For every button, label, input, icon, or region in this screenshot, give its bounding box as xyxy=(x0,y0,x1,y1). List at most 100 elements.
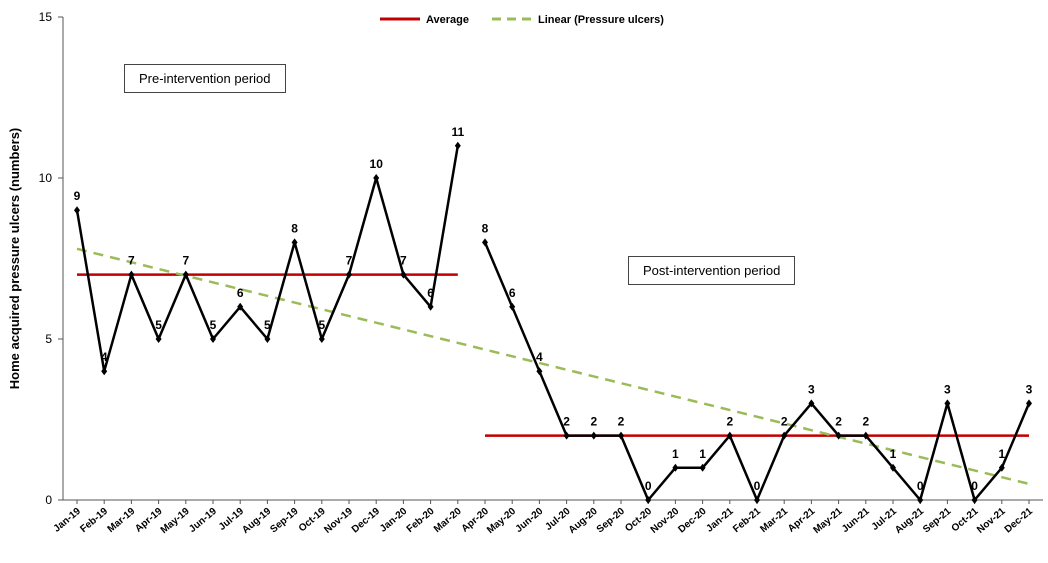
data-label: 8 xyxy=(482,221,489,235)
data-label: 1 xyxy=(672,447,679,461)
data-point xyxy=(944,399,951,408)
data-label: 6 xyxy=(427,286,434,300)
x-tick-label: May-20 xyxy=(485,506,518,537)
data-label: 9 xyxy=(74,189,81,203)
data-point xyxy=(264,335,271,343)
trendline-line xyxy=(76,247,1030,486)
x-tick-label: Jun-21 xyxy=(840,506,872,535)
data-label: 3 xyxy=(808,382,815,396)
data-label: 5 xyxy=(155,318,162,332)
data-point xyxy=(862,431,869,440)
data-point xyxy=(890,463,896,472)
x-tick-label: Mar-19 xyxy=(106,506,138,535)
data-point xyxy=(482,238,488,247)
x-tick-label: Dec-20 xyxy=(676,506,709,536)
x-tick-label: Nov-19 xyxy=(322,506,355,536)
data-label: 7 xyxy=(128,254,135,268)
x-tick-label: Jan-19 xyxy=(52,506,84,535)
legend: Average Linear (Pressure ulcers) xyxy=(380,14,664,26)
data-label: 0 xyxy=(971,479,978,493)
data-point xyxy=(618,431,624,440)
data-label: 0 xyxy=(754,479,761,493)
x-tick-label: Feb-21 xyxy=(731,506,763,535)
x-tick-label: Jan-20 xyxy=(378,506,410,535)
x-tick-label: Sep-20 xyxy=(595,506,628,536)
data-point xyxy=(645,496,652,504)
data-label: 5 xyxy=(264,318,271,332)
data-label: 1 xyxy=(998,447,1005,461)
data-label: 0 xyxy=(917,479,924,493)
data-point xyxy=(291,238,298,247)
data-point xyxy=(998,463,1005,472)
y-tick-label: 5 xyxy=(45,332,52,346)
data-point xyxy=(74,206,80,215)
data-point xyxy=(318,335,325,343)
y-tick-label: 15 xyxy=(39,10,53,24)
x-tick-label: May-19 xyxy=(159,506,192,537)
data-label: 3 xyxy=(1026,382,1033,396)
x-tick-label: Feb-19 xyxy=(78,506,110,535)
x-tick-labels: Jan-19Feb-19Mar-19Apr-19May-19Jun-19Jul-… xyxy=(52,506,1036,537)
data-point xyxy=(373,174,380,182)
data-point xyxy=(509,302,516,311)
data-point xyxy=(590,431,597,440)
data-label: 1 xyxy=(890,447,897,461)
data-label: 11 xyxy=(451,125,464,139)
data-point xyxy=(101,367,108,376)
x-tick-label: Nov-20 xyxy=(649,506,682,536)
x-tick-label: Aug-20 xyxy=(567,506,600,536)
x-tick-label: May-21 xyxy=(811,506,844,537)
y-tick-labels: 0 5 10 15 xyxy=(39,10,53,507)
data-label: 6 xyxy=(237,286,244,300)
data-point xyxy=(128,270,135,279)
data-label: 2 xyxy=(835,415,842,429)
data-point xyxy=(182,270,189,279)
data-point xyxy=(155,335,162,343)
data-point xyxy=(781,431,788,440)
data-point xyxy=(754,496,760,504)
trendline xyxy=(76,247,1030,486)
data-label: 1 xyxy=(699,447,706,461)
y-tick-label: 10 xyxy=(39,171,53,185)
legend-label-trendline: Linear (Pressure ulcers) xyxy=(538,14,664,26)
data-label: 3 xyxy=(944,382,951,396)
data-label: 6 xyxy=(509,286,516,300)
x-tick-label: Jun-20 xyxy=(514,506,546,535)
data-point xyxy=(454,141,461,150)
data-label: 2 xyxy=(590,415,597,429)
y-tick-label: 0 xyxy=(45,493,52,507)
x-tick-label: Jan-21 xyxy=(704,506,736,535)
data-point xyxy=(400,270,407,279)
data-label: 4 xyxy=(536,350,543,364)
y-axis-label: Home acquired pressure ulcers (numbers) xyxy=(7,128,22,390)
x-tick-label: Sep-19 xyxy=(268,506,301,536)
x-tick-label: Jun-19 xyxy=(187,506,219,535)
data-label: 5 xyxy=(318,318,325,332)
data-label: 2 xyxy=(781,415,788,429)
data-point xyxy=(210,335,216,343)
data-point xyxy=(427,302,434,311)
pre-intervention-annotation: Pre-intervention period xyxy=(124,64,286,93)
average-lines xyxy=(77,273,1029,437)
data-label: 2 xyxy=(862,415,869,429)
data-label: 7 xyxy=(346,254,353,268)
x-tick-label: Sep-21 xyxy=(921,506,954,536)
legend-label-average: Average xyxy=(426,14,469,26)
x-tick-label: Aug-21 xyxy=(893,506,926,536)
data-point xyxy=(346,270,352,279)
data-point xyxy=(536,367,543,376)
post-intervention-annotation: Post-intervention period xyxy=(628,256,796,285)
data-point xyxy=(726,431,733,440)
data-point xyxy=(563,431,570,440)
data-label: 2 xyxy=(563,415,570,429)
data-point xyxy=(835,431,842,440)
data-point xyxy=(1026,399,1032,408)
data-point xyxy=(808,399,815,408)
data-point xyxy=(237,302,244,311)
data-label: 4 xyxy=(101,350,108,364)
data-label: 10 xyxy=(370,157,384,171)
x-tick-label: Feb-20 xyxy=(405,506,437,535)
data-point xyxy=(971,496,978,504)
